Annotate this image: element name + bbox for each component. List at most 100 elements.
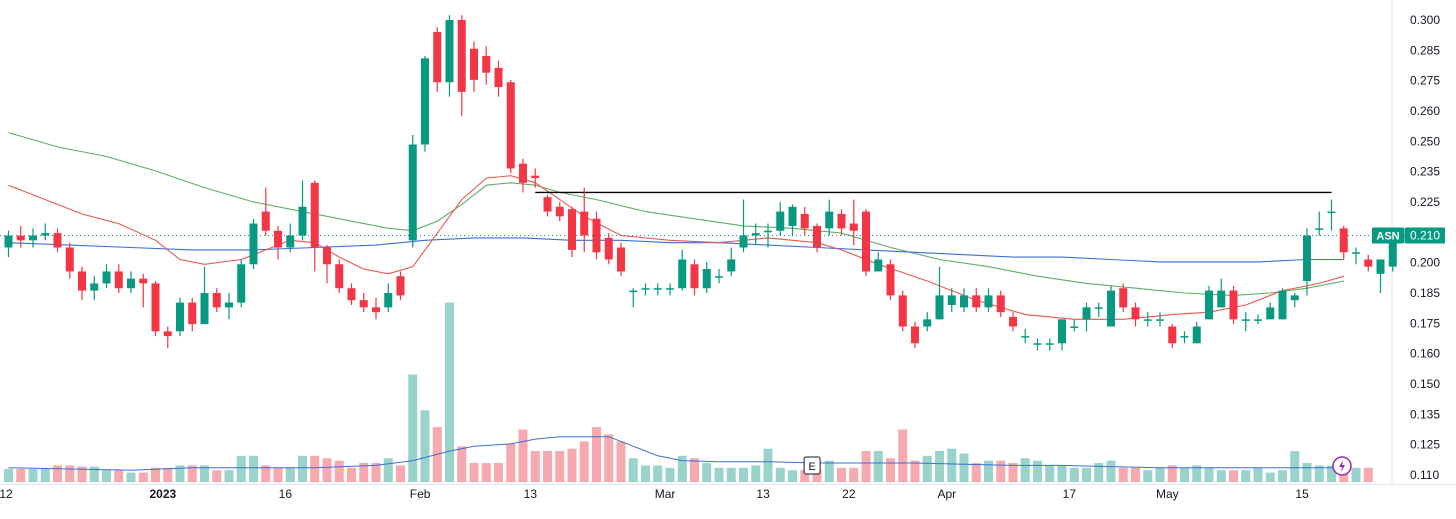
candle-body	[1352, 252, 1360, 254]
candle-body	[1339, 228, 1348, 253]
candle	[1352, 247, 1360, 265]
candle-body	[776, 211, 785, 231]
candle	[751, 223, 760, 246]
volume-bar	[849, 467, 859, 483]
volume-bar	[187, 465, 197, 483]
volume-bar	[457, 446, 467, 483]
candle-body	[947, 295, 956, 305]
price-tag: 0.210	[1410, 229, 1440, 243]
candle-body	[1205, 290, 1213, 320]
y-tick-label: 0.160	[1410, 347, 1440, 361]
candle	[445, 15, 454, 97]
candle-body	[90, 283, 99, 291]
candle-body	[1156, 319, 1164, 321]
candle-body	[617, 247, 625, 272]
volume-bar	[322, 458, 332, 483]
volume-bar	[616, 441, 626, 483]
candle-body	[1021, 336, 1030, 338]
volume-bar	[359, 463, 369, 483]
candle-body	[506, 82, 515, 169]
volume-bar	[1253, 467, 1263, 483]
candle	[396, 271, 405, 301]
volume-bar	[310, 455, 320, 483]
candle	[727, 247, 736, 277]
candle-body	[629, 290, 638, 293]
x-tick-label: 22	[842, 487, 856, 501]
last-price-label: ASN 0.210	[1372, 227, 1445, 244]
symbol-tag: ASN	[1376, 231, 1399, 243]
x-tick-label: Feb	[410, 487, 431, 501]
candle-body	[102, 271, 111, 284]
volume-bar	[4, 469, 13, 483]
volume-bar	[224, 470, 234, 483]
ma-red-line	[8, 175, 1344, 320]
candle-body	[1082, 307, 1091, 320]
candle-body	[849, 223, 858, 231]
volume-bar	[175, 465, 185, 483]
volume-bar	[922, 455, 932, 483]
candle	[188, 297, 197, 332]
candle	[1058, 319, 1066, 351]
volume-bar	[371, 463, 381, 483]
candle	[1205, 285, 1213, 320]
candle-body	[200, 293, 209, 325]
volume-bar	[16, 469, 26, 483]
candle-body	[1278, 290, 1287, 320]
candle-body	[996, 295, 1005, 313]
candle	[1376, 259, 1385, 293]
volume-bar	[383, 458, 393, 483]
candle	[249, 218, 258, 270]
candle	[1266, 302, 1275, 320]
volume-bar	[1020, 458, 1030, 483]
volume-bar	[138, 472, 148, 483]
candle-body	[188, 302, 197, 325]
volume-bar	[1204, 467, 1214, 483]
candle	[4, 230, 13, 258]
volume-bar	[151, 467, 160, 483]
candle	[457, 15, 466, 116]
volume-bar	[812, 470, 822, 483]
candle	[53, 228, 62, 253]
candle	[1070, 319, 1079, 332]
candle-body	[1192, 326, 1201, 344]
candle-body	[604, 237, 613, 260]
candle	[874, 252, 883, 272]
volume-bar	[1302, 463, 1312, 483]
candle-body	[212, 293, 221, 308]
candle	[237, 259, 246, 308]
candle	[90, 276, 99, 301]
candle	[261, 187, 270, 236]
candle-body	[1119, 288, 1128, 308]
candle	[494, 60, 503, 97]
candle	[127, 271, 135, 293]
volume-bar	[837, 467, 846, 483]
candle	[825, 199, 834, 236]
candle-body	[127, 278, 135, 289]
volume-bar	[579, 441, 589, 483]
volume-bar	[1180, 467, 1189, 483]
candle-body	[1254, 319, 1262, 321]
candle-body	[298, 206, 307, 236]
candle	[65, 242, 74, 279]
volume-bar	[334, 460, 344, 483]
volume-bar	[751, 465, 761, 483]
candle-body	[482, 55, 491, 73]
x-tick-label: 13	[524, 487, 538, 501]
candle	[1156, 312, 1164, 327]
volume-bar	[873, 451, 883, 483]
time-axis: 12 2023 16 Feb 13 Mar 13 22 Apr 17 May 15	[0, 487, 1309, 501]
candle	[617, 242, 625, 277]
candle-body	[4, 235, 13, 248]
candle	[310, 180, 319, 272]
volume-bar	[1069, 467, 1079, 483]
candle	[531, 168, 540, 188]
x-tick-label: 17	[1063, 487, 1077, 501]
candle	[702, 261, 711, 293]
candle-body	[65, 247, 74, 272]
candle	[1119, 283, 1128, 313]
candle	[163, 326, 172, 349]
volume-bar	[408, 374, 418, 483]
candle-body	[813, 225, 821, 248]
